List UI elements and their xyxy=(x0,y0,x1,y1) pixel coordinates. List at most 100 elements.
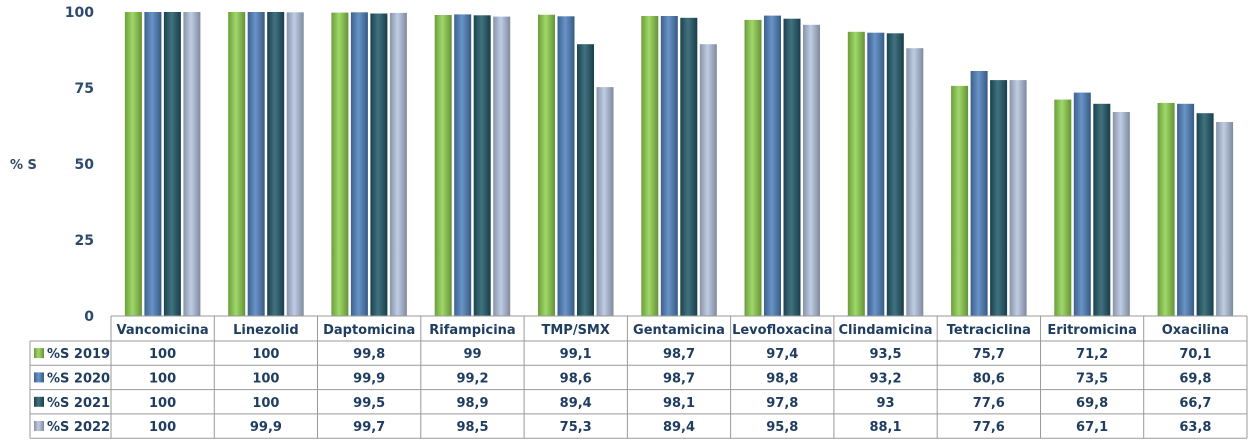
bar xyxy=(680,17,698,317)
y-axis-label: % S xyxy=(10,158,37,173)
table-cell-value: 97,4 xyxy=(766,347,798,362)
bar xyxy=(267,12,285,316)
y-tick-label: 25 xyxy=(75,233,94,249)
bar xyxy=(454,14,472,317)
bar xyxy=(286,12,304,317)
category-label: TMP/SMX xyxy=(541,323,609,338)
table-cell-value: 89,4 xyxy=(560,396,592,411)
table-cell-value: 77,6 xyxy=(973,420,1005,435)
legend-key xyxy=(34,372,44,383)
table-cell-value: 95,8 xyxy=(766,420,798,435)
table-cell-value: 73,5 xyxy=(1076,371,1108,386)
y-tick-label: 75 xyxy=(75,81,94,97)
bar xyxy=(1216,122,1234,316)
table-cell-value: 99,5 xyxy=(353,396,385,411)
table-cell-value: 93,5 xyxy=(869,347,901,362)
category-label: Eritromicina xyxy=(1047,323,1137,338)
bar xyxy=(493,16,511,316)
legend-series-name: %S 2019 xyxy=(47,347,110,362)
category-label: Vancomicina xyxy=(116,323,208,338)
bar xyxy=(1093,103,1111,316)
bar xyxy=(596,87,614,316)
bar xyxy=(124,12,142,316)
bar xyxy=(183,12,201,316)
category-label: Gentamicina xyxy=(633,323,725,338)
table-cell-value: 80,6 xyxy=(973,371,1005,386)
bar xyxy=(1112,112,1130,316)
table-cell-value: 99 xyxy=(463,347,481,362)
bar xyxy=(434,15,452,316)
table-cell-value: 66,7 xyxy=(1179,396,1211,411)
bar xyxy=(886,33,904,317)
category-label: Rifampicina xyxy=(429,323,515,338)
bar xyxy=(370,13,388,316)
y-axis-ticks: 0 25 50 75 100 xyxy=(65,5,94,325)
y-tick-label: 0 xyxy=(84,309,94,325)
bar xyxy=(744,19,762,317)
legend-key xyxy=(34,396,44,407)
table-cell-value: 93 xyxy=(876,396,894,411)
table-cell-value: 75,3 xyxy=(560,420,592,435)
table-cell-value: 71,2 xyxy=(1076,347,1108,362)
bar xyxy=(660,16,678,316)
table-cell-value: 100 xyxy=(252,347,279,362)
table-cell-value: 99,8 xyxy=(353,347,385,362)
category-label: Levofloxacina xyxy=(732,323,832,338)
y-tick-label: 100 xyxy=(65,5,94,21)
table-cell-value: 63,8 xyxy=(1179,420,1211,435)
table-cell-value: 100 xyxy=(252,396,279,411)
table-cell-value: 69,8 xyxy=(1076,396,1108,411)
bar xyxy=(1177,103,1195,316)
bar xyxy=(1196,113,1214,316)
table-cell-value: 75,7 xyxy=(973,347,1005,362)
bar xyxy=(867,32,885,316)
table-cell-value: 100 xyxy=(149,371,176,386)
table-cell-value: 100 xyxy=(252,371,279,386)
table-cell-value: 98,1 xyxy=(663,396,695,411)
bar xyxy=(641,16,659,316)
table-cell-value: 100 xyxy=(149,347,176,362)
bar xyxy=(247,12,265,316)
bar xyxy=(699,44,717,316)
table-cell-value: 100 xyxy=(149,420,176,435)
table-cell-value: 98,7 xyxy=(663,371,695,386)
bar xyxy=(970,71,988,316)
table-cell-value: 67,1 xyxy=(1076,420,1108,435)
bar xyxy=(990,80,1008,316)
table-cell-value: 69,8 xyxy=(1179,371,1211,386)
bar xyxy=(228,12,246,316)
table-cell-value: 98,9 xyxy=(456,396,488,411)
bar xyxy=(1054,99,1072,316)
table-cell-value: 99,1 xyxy=(560,347,592,362)
bar xyxy=(557,16,575,317)
table-cell-value: 98,8 xyxy=(766,371,798,386)
bar xyxy=(847,31,865,317)
bar xyxy=(144,12,162,316)
category-label: Oxacilina xyxy=(1162,323,1229,338)
bar xyxy=(803,24,820,317)
bar xyxy=(1009,80,1027,316)
table-cell-value: 99,9 xyxy=(353,371,385,386)
table-cell-value: 89,4 xyxy=(663,420,695,435)
category-label: Linezolid xyxy=(233,323,299,338)
category-label: Tetraciclina xyxy=(947,323,1031,338)
data-table: Vancomicina Linezolid Daptomicina Rifampici… xyxy=(29,315,1248,439)
table-cell-value: 98,5 xyxy=(456,420,488,435)
bars xyxy=(111,12,1247,317)
table-cell-value: 70,1 xyxy=(1179,347,1211,362)
bar xyxy=(783,18,801,316)
bar xyxy=(163,12,181,316)
table-cell-value: 88,1 xyxy=(869,420,901,435)
table-cell-value: 98,7 xyxy=(663,347,695,362)
category-label: Clindamicina xyxy=(839,323,933,338)
bar xyxy=(350,12,368,317)
bar xyxy=(764,15,781,316)
category-label: Daptomicina xyxy=(323,323,415,338)
table-cell-value: 93,2 xyxy=(869,371,901,386)
bar xyxy=(331,12,349,316)
table-cell-value: 99,7 xyxy=(353,420,385,435)
legend-series-name: %S 2020 xyxy=(47,371,110,386)
bar xyxy=(473,15,491,317)
table-cell-value: 99,2 xyxy=(456,371,488,386)
